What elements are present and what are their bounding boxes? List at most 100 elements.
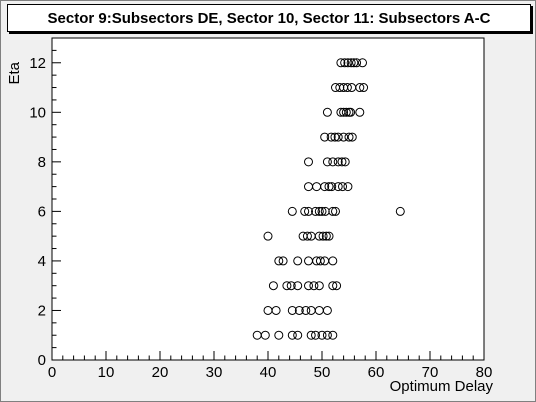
data-point (274, 256, 284, 266)
data-point (358, 58, 367, 68)
y-tick-label: 10 (29, 104, 46, 121)
x-tick-label: 20 (152, 364, 169, 381)
plot-area (51, 37, 485, 361)
data-point (324, 231, 334, 241)
data-point (304, 157, 313, 167)
data-point (326, 132, 336, 142)
y-tick-label: 8 (38, 154, 46, 171)
x-tick-label: 30 (206, 364, 223, 381)
data-point (343, 58, 353, 68)
data-point (333, 132, 343, 142)
data-point (293, 256, 303, 266)
data-point (287, 330, 297, 340)
data-point (268, 281, 278, 291)
data-point (339, 107, 349, 117)
x-tick-label: 80 (476, 364, 493, 381)
x-tick-label: 70 (422, 364, 439, 381)
data-point (286, 281, 296, 291)
data-point (322, 107, 332, 117)
data-point (278, 256, 288, 266)
data-point (346, 58, 356, 68)
data-point (344, 132, 354, 142)
data-point (287, 206, 297, 216)
data-point (337, 157, 347, 167)
data-point (263, 231, 273, 241)
data-point (328, 206, 338, 216)
data-point (340, 157, 350, 167)
data-point (330, 132, 340, 142)
data-point (349, 58, 359, 68)
data-point (342, 83, 352, 93)
data-point (324, 182, 334, 192)
data-point (314, 206, 324, 216)
data-point (315, 256, 325, 266)
y-axis: 0 2 4 6 8 10 12 (29, 37, 61, 369)
x-tick-label: 50 (314, 364, 331, 381)
data-point (314, 231, 324, 241)
x-axis: 0 10 20 30 40 50 60 70 80 (48, 351, 493, 381)
data-point (320, 132, 330, 142)
data-point (340, 58, 350, 68)
data-point (287, 305, 297, 315)
data-point (301, 305, 311, 315)
x-axis-label: Optimum Delay (390, 378, 494, 395)
data-point (338, 182, 348, 192)
data-point (331, 206, 340, 216)
data-point (347, 132, 357, 142)
data-point (346, 107, 356, 117)
data-point (339, 132, 349, 142)
data-point (282, 281, 292, 291)
data-point (321, 231, 331, 241)
y-tick-label: 6 (38, 203, 46, 220)
data-point (306, 330, 316, 340)
data-point (300, 206, 310, 216)
data-point (328, 256, 338, 266)
x-tick-label: 0 (48, 364, 56, 381)
data-point (395, 206, 405, 216)
data-point (271, 305, 281, 315)
data-point (333, 182, 343, 192)
data-point (311, 206, 321, 216)
y-axis-label: Eta (6, 61, 23, 84)
data-point (294, 305, 304, 315)
chart-title: Sector 9:Subsectors DE, Sector 10, Secto… (7, 4, 531, 32)
x-tick-label: 60 (368, 364, 385, 381)
data-point (359, 83, 369, 93)
data-point (311, 330, 321, 340)
data-point (302, 231, 312, 241)
data-point (322, 330, 332, 340)
data-point (355, 83, 365, 93)
y-tick-label: 12 (29, 55, 46, 72)
data-point (327, 182, 337, 192)
data-points (252, 58, 405, 340)
data-point (333, 157, 343, 167)
data-point (336, 58, 346, 68)
y-tick-label: 2 (38, 302, 46, 319)
data-point (320, 182, 330, 192)
data-point (314, 281, 324, 291)
data-point (293, 330, 303, 340)
y-tick-label: 4 (38, 253, 46, 270)
y-tick-label: 0 (38, 352, 46, 369)
data-point (274, 330, 284, 340)
data-point (355, 107, 365, 117)
data-point (260, 330, 270, 340)
data-point (341, 107, 351, 117)
data-point (328, 157, 338, 167)
data-point (328, 281, 338, 291)
data-point (328, 330, 338, 340)
data-point (304, 281, 313, 291)
data-point (343, 182, 353, 192)
data-point (293, 281, 303, 291)
data-point (352, 58, 362, 68)
data-point (322, 157, 332, 167)
x-tick-label: 10 (98, 364, 115, 381)
x-tick-label: 40 (260, 364, 277, 381)
data-point (318, 231, 328, 241)
data-point (309, 281, 319, 291)
data-point (322, 305, 332, 315)
data-point (317, 330, 327, 340)
data-point (317, 206, 327, 216)
data-point (304, 206, 313, 216)
